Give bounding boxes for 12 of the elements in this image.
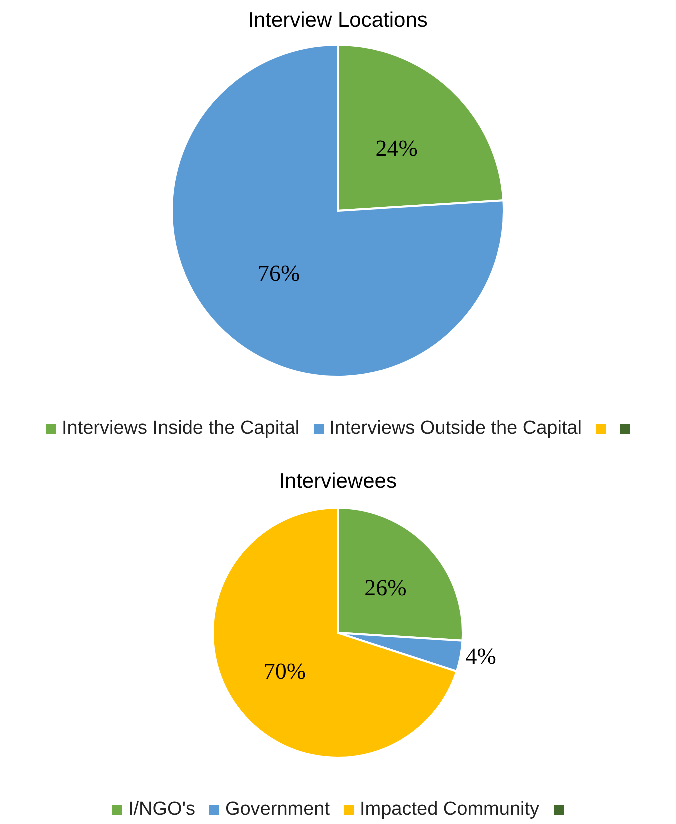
data-label: 76% xyxy=(258,261,300,286)
data-label: 24% xyxy=(376,136,418,161)
legend-label: I/NGO's xyxy=(128,799,196,821)
data-label: 4% xyxy=(466,644,496,669)
legend-label: Interviews Inside the Capital xyxy=(62,418,300,440)
chart-title: Interviewees xyxy=(279,470,397,493)
chart-title: Interview Locations xyxy=(248,9,428,32)
data-label: 70% xyxy=(264,659,306,684)
legend-label: Impacted Community xyxy=(360,799,540,821)
legend-label: Interviews Outside the Capital xyxy=(330,418,582,440)
legend-label: Government xyxy=(225,799,330,821)
data-label: 26% xyxy=(364,576,407,601)
